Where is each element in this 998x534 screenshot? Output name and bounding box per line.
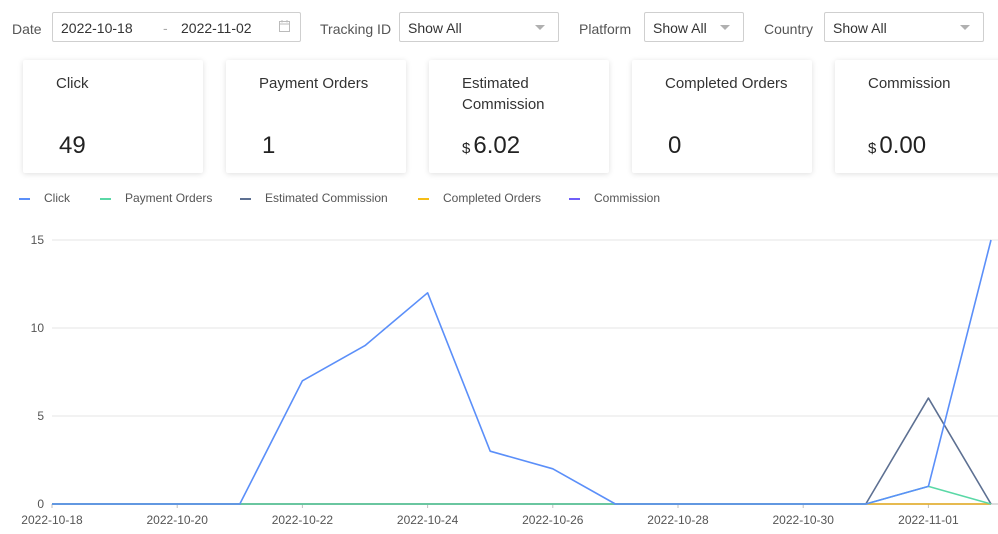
card-title: Completed Orders <box>665 75 788 92</box>
date-end-value[interactable]: 2022-11-02 <box>181 20 252 36</box>
date-filter-label: Date <box>12 21 42 37</box>
x-tick-label: 2022-10-22 <box>272 513 334 527</box>
y-tick-label: 15 <box>31 233 45 247</box>
legend-label: Click <box>44 191 70 205</box>
platform-filter-label: Platform <box>579 21 632 37</box>
card-value: $6.02 <box>462 132 521 159</box>
y-tick-label: 10 <box>31 321 45 335</box>
commission-card[interactable]: Commission $0.00 <box>835 60 998 173</box>
legend-label: Payment Orders <box>125 191 213 205</box>
x-tick-label: 2022-11-01 <box>898 513 959 527</box>
platform-selected-value: Show All <box>653 20 707 36</box>
legend-swatch <box>240 198 251 200</box>
legend-label: Completed Orders <box>443 191 542 205</box>
country-selected-value: Show All <box>833 20 887 36</box>
chevron-down-icon <box>720 25 730 30</box>
legend-swatch <box>418 198 429 200</box>
x-tick-label: 2022-10-18 <box>21 513 83 527</box>
x-tick-label: 2022-10-20 <box>147 513 209 527</box>
legend-swatch <box>569 198 580 200</box>
y-tick-label: 0 <box>37 497 44 511</box>
tracking-id-filter-label: Tracking ID <box>320 21 392 37</box>
chevron-down-icon <box>535 25 545 30</box>
legend-label: Commission <box>594 191 661 205</box>
x-tick-label: 2022-10-26 <box>522 513 584 527</box>
card-title: Commission <box>868 75 951 92</box>
x-tick-label: 2022-10-24 <box>397 513 459 527</box>
card-title: Payment Orders <box>259 75 369 92</box>
series-line-estimated-commission <box>52 397 992 505</box>
legend-swatch <box>19 198 30 200</box>
date-range-picker[interactable]: 2022-10-18 - 2022-11-02 <box>52 12 301 42</box>
x-tick-label: 2022-10-28 <box>647 513 709 527</box>
card-value: 0 <box>668 132 682 159</box>
country-select[interactable]: Show All <box>824 12 984 42</box>
date-separator: - <box>163 20 168 36</box>
series-line-click <box>52 239 992 505</box>
legend-swatch <box>100 198 111 200</box>
y-tick-label: 5 <box>37 409 44 423</box>
card-value: $0.00 <box>868 132 927 159</box>
series-line-payment-orders <box>52 485 992 505</box>
card-title: Estimated Commission <box>462 75 545 113</box>
click-card[interactable]: Click 49 <box>23 60 203 173</box>
estimated-commission-card[interactable]: Estimated Commission $6.02 <box>429 60 609 173</box>
date-start-value[interactable]: 2022-10-18 <box>61 20 133 36</box>
x-tick-label: 2022-10-30 <box>773 513 835 527</box>
legend-label: Estimated Commission <box>265 191 388 205</box>
chevron-down-icon <box>960 25 970 30</box>
card-value: 49 <box>59 132 86 159</box>
completed-orders-card[interactable]: Completed Orders 0 <box>632 60 812 173</box>
calendar-icon[interactable] <box>279 20 290 32</box>
tracking-id-selected-value: Show All <box>408 20 462 36</box>
platform-select[interactable]: Show All <box>644 12 744 42</box>
tracking-id-select[interactable]: Show All <box>399 12 559 42</box>
country-filter-label: Country <box>764 21 814 37</box>
card-value: 1 <box>262 132 276 159</box>
payment-orders-card[interactable]: Payment Orders 1 <box>226 60 406 173</box>
card-title: Click <box>56 75 89 92</box>
